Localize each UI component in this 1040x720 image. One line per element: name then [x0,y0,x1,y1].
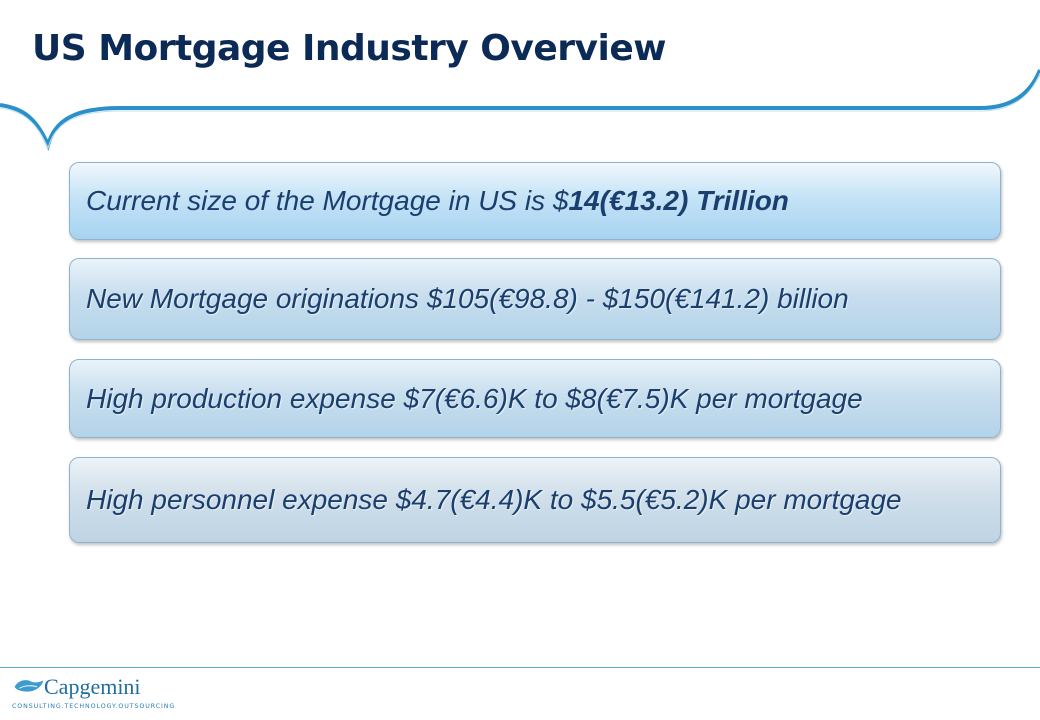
brand-tagline: CONSULTING.TECHNOLOGY.OUTSOURCING [12,703,176,710]
bullet-box-production-expense: High production expense $7(€6.6)K to $8(… [69,359,1001,438]
slide-title: US Mortgage Industry Overview [32,28,667,69]
bullet-box-mortgage-size: Current size of the Mortgage in US is $1… [69,162,1001,240]
bullet-text-originations: New Mortgage originations $105(€98.8) - … [86,283,849,314]
emphasis-value: 14(€13.2) Trillion [568,185,789,216]
capgemini-spade-logo-icon [14,680,44,692]
bullet-box-personnel-expense: High personnel expense $4.7(€4.4)K to $5… [69,457,1001,543]
header-wave-decoration [0,69,1040,151]
bullet-text-mortgage-size: Current size of the Mortgage in US is $1… [86,185,789,216]
bullet-text-personnel-expense: High personnel expense $4.7(€4.4)K to $5… [86,484,902,515]
bullet-text-production-expense: High production expense $7(€6.6)K to $8(… [86,382,863,414]
brand-name: Capgemini [44,674,141,699]
bullet-box-originations: New Mortgage originations $105(€98.8) - … [69,258,1001,340]
footer-divider [0,667,1040,668]
